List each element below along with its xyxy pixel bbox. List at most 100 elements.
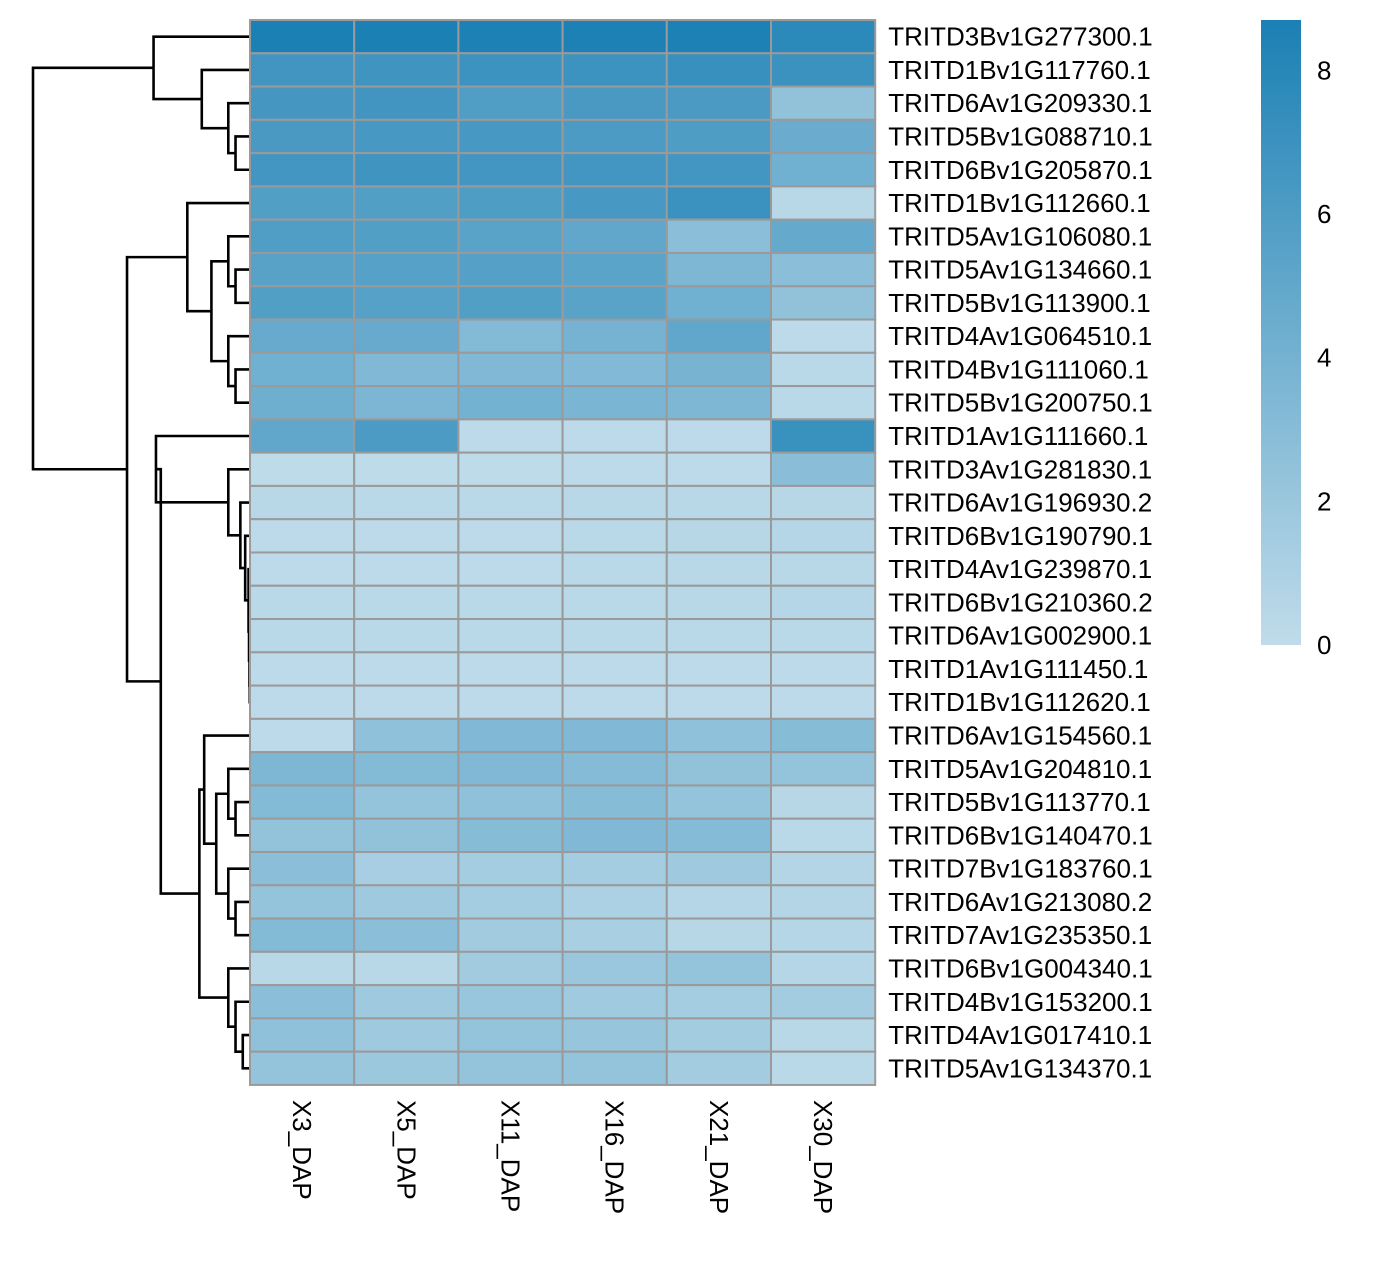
row-dendrogram — [31, 35, 252, 1070]
heatmap-cell — [249, 251, 356, 288]
heatmap-cell — [457, 1017, 564, 1053]
heatmap-cell — [457, 285, 564, 321]
heatmap-cell — [561, 1050, 668, 1086]
row-label: TRITD5Av1G106080.1 — [888, 221, 1152, 251]
heatmap-cell — [249, 152, 356, 188]
row-label: TRITD5Bv1G200750.1 — [888, 388, 1152, 418]
column-label: X30_DAP — [808, 1100, 838, 1214]
dendrogram-branch — [155, 467, 200, 895]
heatmap-cell — [561, 152, 668, 188]
heatmap-cell — [353, 185, 460, 221]
heatmap-cell — [457, 418, 564, 454]
heatmap-cell — [249, 451, 356, 487]
heatmap-cell — [353, 451, 460, 487]
heatmap-cell — [249, 717, 356, 754]
row-label: TRITD5Av1G134370.1 — [888, 1053, 1152, 1083]
heatmap-cell — [353, 152, 460, 188]
dendrogram-branch — [227, 334, 250, 388]
row-label: TRITD1Bv1G112660.1 — [888, 188, 1151, 218]
heatmap-cell — [249, 751, 356, 787]
row-label: TRITD4Bv1G153200.1 — [888, 987, 1152, 1017]
heatmap-cell — [665, 684, 772, 720]
dendrogram-branch — [227, 867, 250, 920]
row-label: TRITD5Av1G204810.1 — [888, 754, 1152, 784]
heatmap-cell — [353, 385, 460, 421]
heatmap-cell — [457, 385, 564, 421]
heatmap-cell — [770, 251, 877, 288]
heatmap-cell — [561, 551, 668, 587]
heatmap-cell — [561, 385, 668, 421]
heatmap-cell — [457, 717, 564, 754]
heatmap-cell — [665, 451, 772, 487]
column-label: X5_DAP — [391, 1100, 421, 1200]
heatmap-cell — [249, 351, 356, 388]
heatmap-cell — [770, 52, 877, 88]
heatmap-cell — [561, 584, 668, 621]
heatmap-cell — [249, 385, 356, 421]
heatmap-cell — [770, 518, 877, 554]
heatmap-cell — [353, 484, 460, 521]
heatmap-cell — [561, 717, 668, 754]
heatmap-cell — [353, 684, 460, 720]
legend-ticks: 0 2 4 6 8 — [1317, 55, 1331, 660]
heatmap-cell — [770, 85, 877, 121]
heatmap-cell — [665, 52, 772, 88]
heatmap-cell — [770, 751, 877, 787]
heatmap-cell — [770, 1017, 877, 1053]
dendrogram-branch — [234, 368, 250, 405]
row-label: TRITD1Bv1G112620.1 — [888, 687, 1151, 717]
heatmap-cell — [457, 984, 564, 1020]
heatmap-cell — [665, 917, 772, 953]
column-label: X11_DAP — [496, 1100, 526, 1212]
row-label: TRITD6Av1G154560.1 — [888, 721, 1152, 751]
heatmap-cell — [665, 351, 772, 388]
heatmap-cell — [665, 19, 772, 55]
heatmap-cell — [353, 784, 460, 820]
heatmap-cell — [249, 1017, 356, 1053]
heatmap-cell — [770, 884, 877, 920]
row-label: TRITD3Bv1G277300.1 — [888, 22, 1152, 52]
heatmap-cell — [353, 884, 460, 920]
heatmap-cell — [353, 551, 460, 587]
heatmap-cell — [770, 285, 877, 321]
heatmap-cell — [770, 185, 877, 221]
heatmap-cell — [457, 19, 564, 55]
row-label: TRITD6Av1G196930.2 — [888, 488, 1152, 518]
heatmap-cell — [457, 85, 564, 121]
heatmap-cell — [249, 118, 356, 155]
heatmap-cell — [665, 251, 772, 288]
heatmap-cell — [353, 218, 460, 254]
legend-tick-label: 4 — [1317, 343, 1331, 373]
heatmap-cell — [353, 1050, 460, 1086]
heatmap-cell — [249, 484, 356, 521]
heatmap-cell — [665, 152, 772, 188]
heatmap-cell — [770, 1050, 877, 1086]
legend-tick-label: 0 — [1317, 630, 1331, 660]
heatmap-cell — [249, 784, 356, 820]
heatmap-cell — [457, 52, 564, 88]
heatmap-cell — [249, 19, 356, 55]
heatmap-cell — [457, 318, 564, 354]
heatmap-cells — [249, 19, 877, 1086]
heatmap-cell — [561, 251, 668, 288]
heatmap-cell — [561, 451, 668, 487]
heatmap-cell — [561, 917, 668, 953]
heatmap-cell — [770, 684, 877, 720]
heatmap-cell — [249, 851, 356, 887]
heatmap-cell — [249, 518, 356, 554]
heatmap-cell — [249, 584, 356, 621]
heatmap-cell — [353, 851, 460, 887]
heatmap-cell — [770, 118, 877, 155]
heatmap-cell — [770, 917, 877, 953]
heatmap-cell — [249, 551, 356, 587]
heatmap-cell — [249, 185, 356, 221]
heatmap-cell — [561, 817, 668, 853]
heatmap-cell — [665, 1017, 772, 1053]
row-label: TRITD5Bv1G113900.1 — [888, 288, 1151, 318]
heatmap-cell — [770, 318, 877, 354]
heatmap-cell — [561, 651, 668, 687]
row-label: TRITD5Bv1G088710.1 — [888, 121, 1152, 151]
heatmap-cell — [665, 751, 772, 787]
dendrogram-branch — [214, 792, 229, 895]
heatmap-cell — [353, 717, 460, 754]
